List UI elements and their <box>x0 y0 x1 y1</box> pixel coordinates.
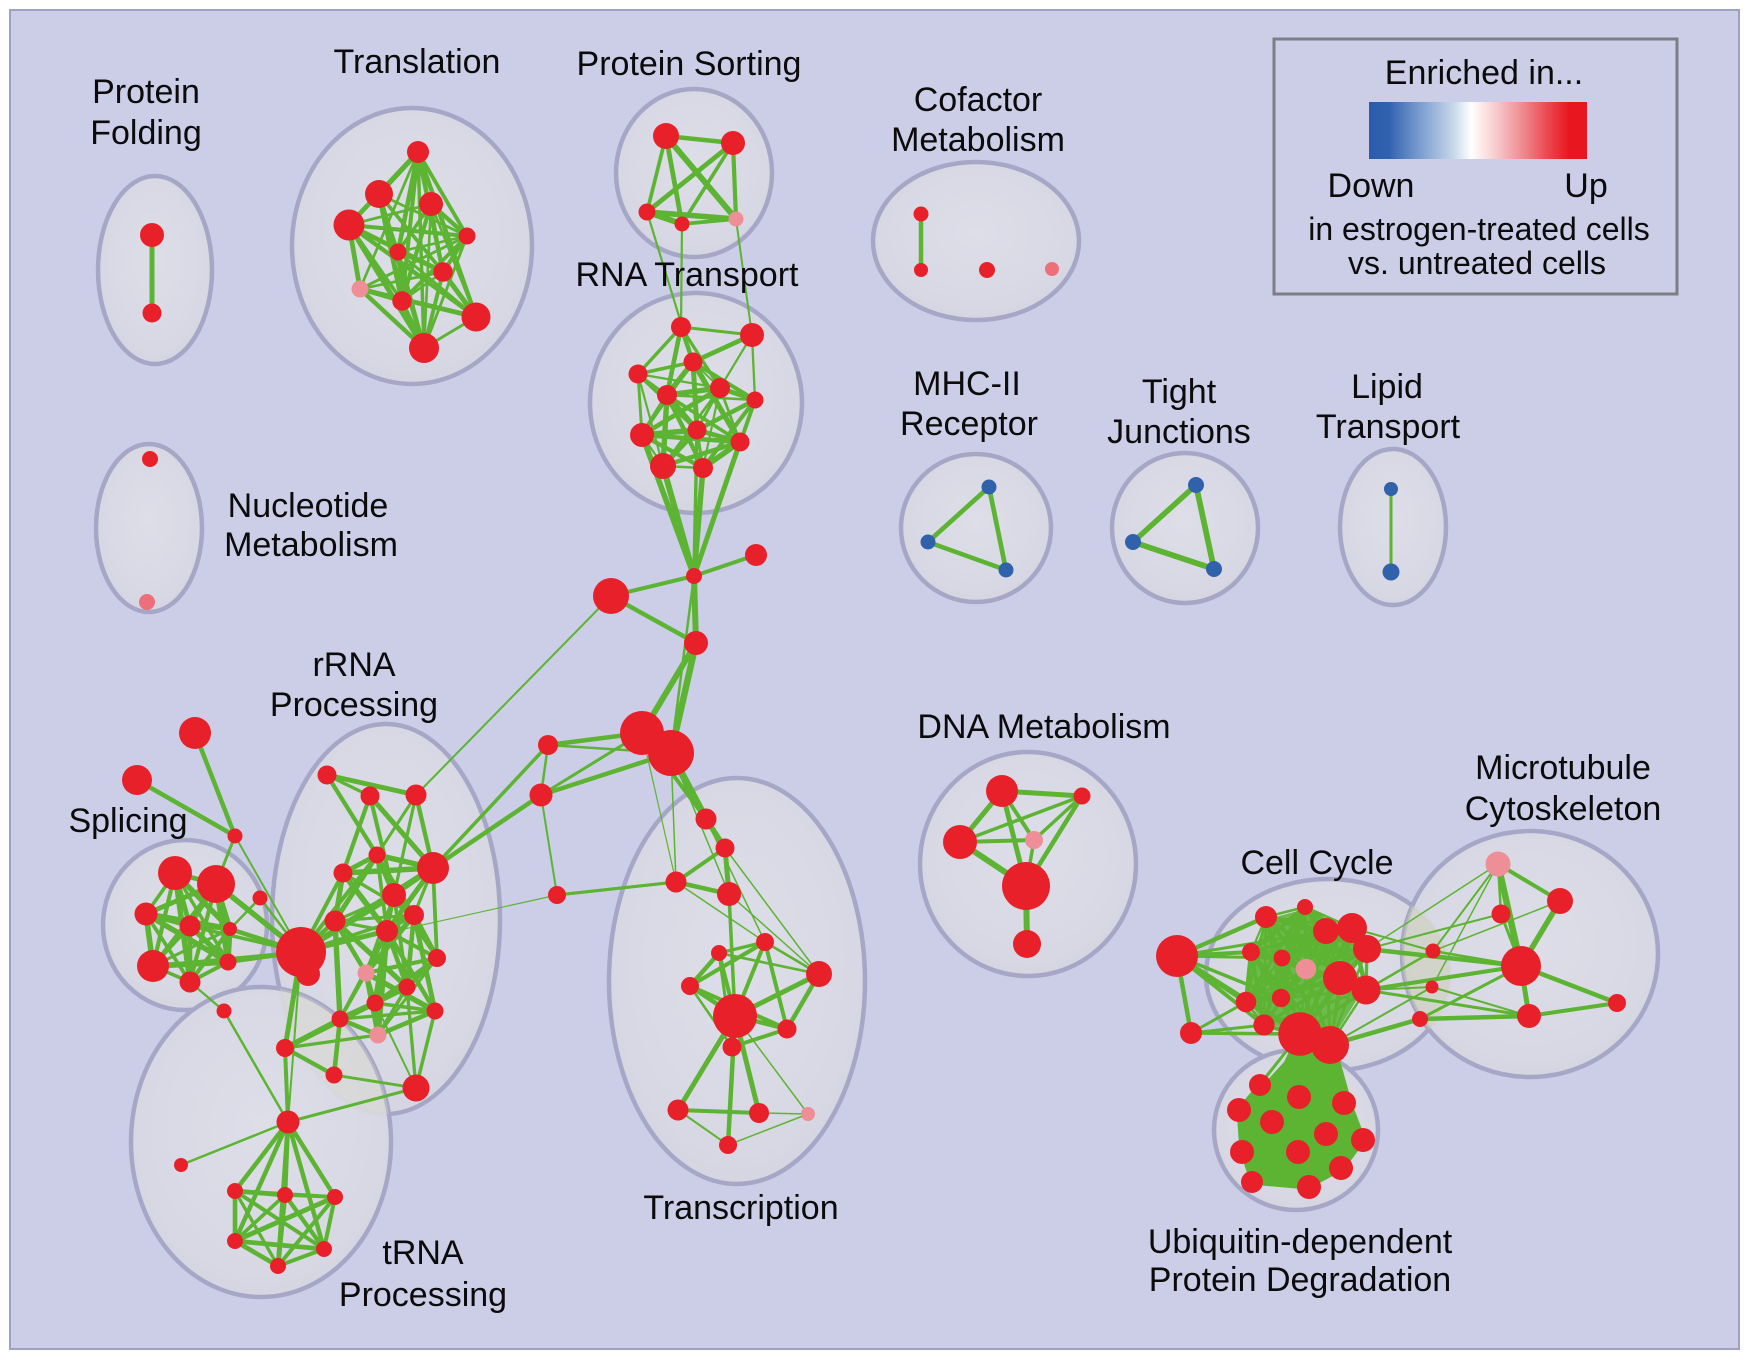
svg-text:Processing: Processing <box>339 1276 507 1314</box>
svg-text:vs. untreated cells: vs. untreated cells <box>1348 245 1606 281</box>
svg-text:Translation: Translation <box>334 43 501 81</box>
svg-text:Protein: Protein <box>92 73 200 111</box>
svg-text:Protein Degradation: Protein Degradation <box>1149 1261 1451 1299</box>
svg-text:Lipid: Lipid <box>1351 368 1423 406</box>
svg-text:RNA Transport: RNA Transport <box>576 256 800 294</box>
svg-text:Up: Up <box>1564 167 1607 205</box>
svg-text:DNA Metabolism: DNA Metabolism <box>917 708 1170 746</box>
svg-text:Metabolism: Metabolism <box>891 121 1065 159</box>
svg-text:Splicing: Splicing <box>68 802 187 840</box>
svg-text:Cofactor: Cofactor <box>914 81 1043 119</box>
svg-text:Enriched in...: Enriched in... <box>1385 54 1583 92</box>
svg-text:tRNA: tRNA <box>382 1234 464 1272</box>
svg-text:in estrogen-treated cells: in estrogen-treated cells <box>1308 211 1650 247</box>
svg-text:rRNA: rRNA <box>312 646 395 684</box>
svg-text:Junctions: Junctions <box>1107 413 1251 451</box>
svg-text:Transcription: Transcription <box>643 1189 838 1227</box>
svg-text:Tight: Tight <box>1142 373 1217 411</box>
svg-text:Down: Down <box>1328 167 1415 205</box>
svg-text:Receptor: Receptor <box>900 405 1038 443</box>
svg-text:Folding: Folding <box>90 114 202 152</box>
svg-text:Cytoskeleton: Cytoskeleton <box>1465 790 1662 828</box>
svg-text:Nucleotide: Nucleotide <box>228 487 389 525</box>
svg-text:Processing: Processing <box>270 686 438 724</box>
svg-text:Protein Sorting: Protein Sorting <box>577 45 802 83</box>
svg-text:Microtubule: Microtubule <box>1475 749 1651 787</box>
svg-text:Transport: Transport <box>1316 408 1461 446</box>
svg-text:Metabolism: Metabolism <box>224 526 398 564</box>
svg-text:Ubiquitin-dependent: Ubiquitin-dependent <box>1148 1223 1453 1261</box>
svg-text:MHC-II: MHC-II <box>913 365 1021 403</box>
svg-text:Cell Cycle: Cell Cycle <box>1240 844 1393 882</box>
